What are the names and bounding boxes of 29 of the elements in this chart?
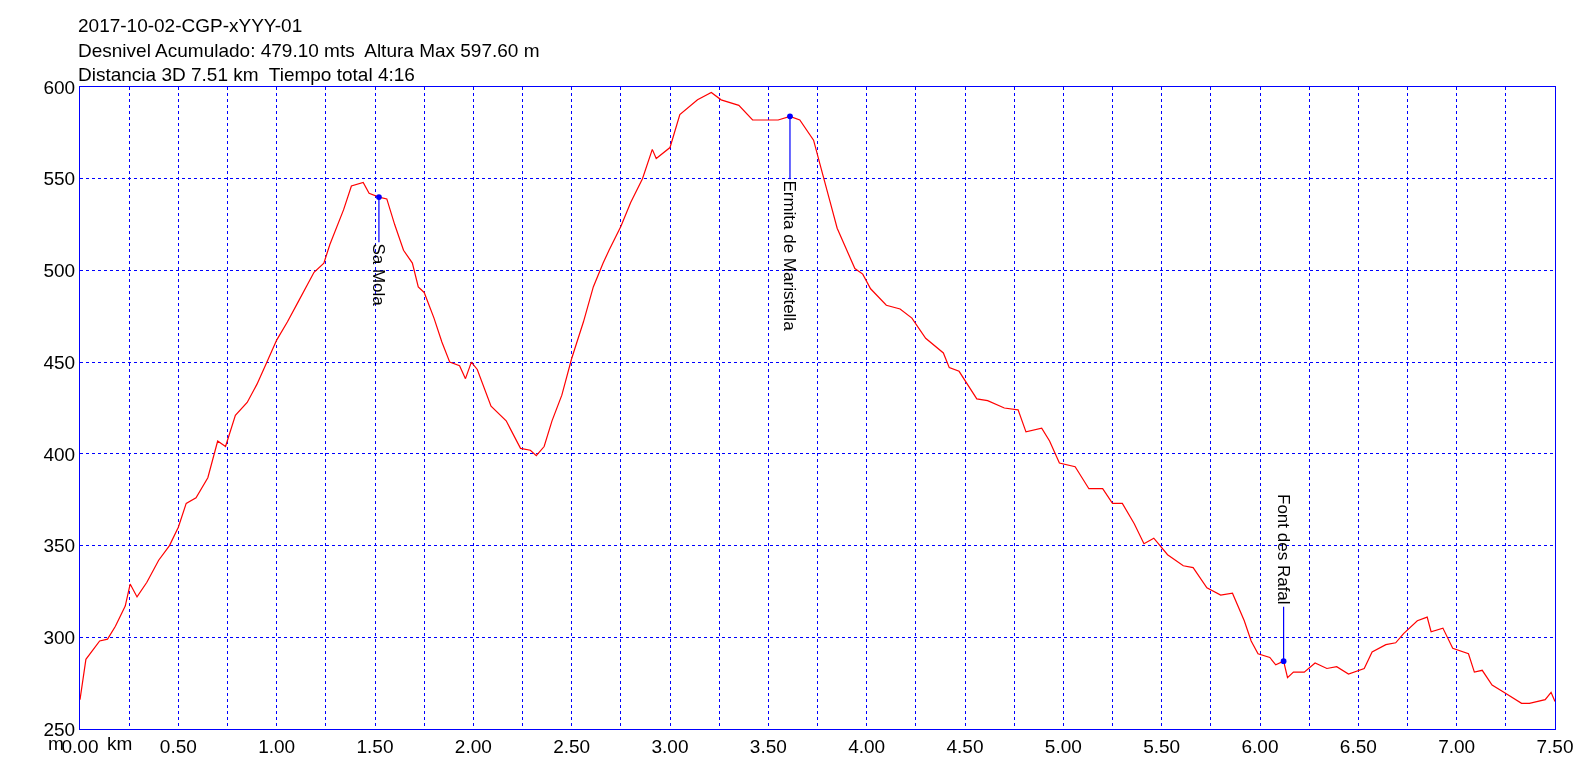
x-tick-label: 0.50 (159, 735, 197, 757)
x-tick-label: 5.50 (1143, 735, 1181, 757)
x-tick-label: 0.00 (61, 735, 99, 757)
y-tick-label: 500 (43, 260, 76, 282)
x-tick-label: 3.00 (651, 735, 689, 757)
x-tick-label: 1.50 (356, 735, 394, 757)
y-tick-label: 350 (43, 535, 76, 557)
y-tick-label: 600 (43, 76, 76, 98)
x-axis-title: km (107, 733, 133, 754)
annotation: Font des Rafal (1274, 494, 1294, 605)
annotation: Sa Mola (369, 243, 389, 307)
x-tick-label: 2.50 (553, 735, 591, 757)
x-tick-label: 4.00 (848, 735, 886, 757)
x-tick-label: 7.50 (1536, 735, 1574, 757)
x-tick-label: 4.50 (946, 735, 984, 757)
x-tick-label: 7.00 (1438, 735, 1476, 757)
x-tick-label: 6.00 (1241, 735, 1279, 757)
x-tick-label: 5.00 (1044, 735, 1082, 757)
y-tick-label: 550 (43, 168, 76, 190)
x-tick-label: 3.50 (749, 735, 787, 757)
x-tick-label: 2.00 (454, 735, 492, 757)
y-tick-label: 450 (43, 351, 76, 373)
line-series (80, 91, 1555, 704)
x-tick-label: 1.00 (258, 735, 296, 757)
x-tick-label: 6.50 (1339, 735, 1377, 757)
annotation: Ermita de Maristella (780, 180, 800, 332)
y-tick-label: 400 (43, 443, 76, 465)
chart-title: 2017-10-02-CGP-xYYY-01 Desnivel Acumulado: 479.10 mts Altura Max 597.60 m Distancia 3D 7.51 km Tiempo total 4:16 (78, 15, 540, 86)
y-tick-label: 300 (43, 626, 76, 648)
